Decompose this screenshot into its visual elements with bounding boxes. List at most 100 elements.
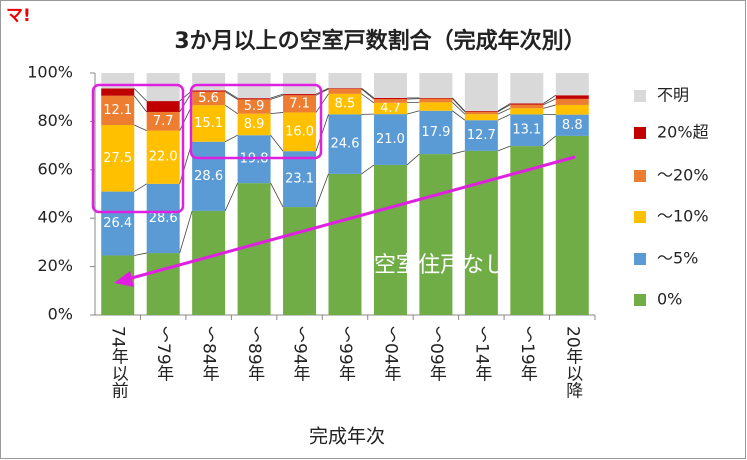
series-line xyxy=(134,124,147,131)
bar-segment xyxy=(146,101,180,112)
series-line xyxy=(452,101,466,115)
series-line xyxy=(497,107,511,115)
bar-segment xyxy=(192,210,226,315)
legend-label: ～10% xyxy=(657,207,709,226)
series-line xyxy=(224,90,238,99)
value-label: 23.1 xyxy=(285,172,314,187)
value-label: 27.5 xyxy=(103,151,132,166)
series-line xyxy=(497,145,511,152)
series-line xyxy=(315,88,329,96)
series-line xyxy=(361,88,375,100)
bar-segment xyxy=(419,102,453,111)
bar-segment xyxy=(328,93,362,115)
bar-segment xyxy=(464,111,498,115)
legend-label: ～20% xyxy=(657,166,709,185)
value-label: 13.1 xyxy=(512,123,541,138)
bar-segment xyxy=(555,135,589,315)
bar-segment xyxy=(101,191,135,256)
bar-segment xyxy=(555,95,589,99)
y-tick-label: 60% xyxy=(37,159,73,178)
bar-segment xyxy=(283,94,317,96)
x-tick-label: ～09年 xyxy=(426,326,447,382)
bar-segment xyxy=(283,207,317,315)
series-line xyxy=(315,114,329,152)
highlight-box xyxy=(189,83,323,160)
legend-swatch xyxy=(634,294,646,306)
x-tick-label: ～89年 xyxy=(244,326,265,382)
bar-segment xyxy=(373,99,407,103)
legend-label: 20%超 xyxy=(657,123,709,142)
bar-segment xyxy=(328,114,362,174)
bar-segment xyxy=(283,112,317,152)
series-line xyxy=(133,88,147,102)
bar-segment xyxy=(101,88,135,96)
annotation: 空室住戸なし xyxy=(374,253,506,278)
x-tick-label: ～04年 xyxy=(380,326,401,382)
x-tick-label: 74年以前 xyxy=(108,326,128,400)
series-line xyxy=(270,94,284,100)
series-line xyxy=(224,104,238,114)
bar-segment xyxy=(419,98,453,103)
value-label: 17.9 xyxy=(421,125,450,140)
bar-segment xyxy=(510,114,544,147)
value-label: 7.7 xyxy=(153,114,174,129)
y-tick-label: 20% xyxy=(37,256,73,275)
bar-segment xyxy=(419,97,453,99)
x-tick-label: ～99年 xyxy=(335,326,356,382)
series-line xyxy=(270,134,284,152)
bar-segment xyxy=(373,73,407,98)
series-line xyxy=(224,134,238,143)
legend-label: 不明 xyxy=(657,86,689,105)
bar-segment xyxy=(237,99,271,114)
series-line xyxy=(361,164,375,175)
bar-segment xyxy=(192,91,226,106)
bar-segment xyxy=(192,90,226,92)
bar-segment xyxy=(146,73,180,102)
bar-segment xyxy=(419,110,453,155)
legend-label: ～5% xyxy=(657,249,698,268)
y-tick-label: 80% xyxy=(37,111,73,130)
series-line xyxy=(361,87,375,99)
bar-segment xyxy=(328,88,362,94)
value-label: 16.0 xyxy=(285,124,314,139)
bar-segment xyxy=(328,88,362,89)
bar-segment xyxy=(328,173,362,315)
value-label: 15.1 xyxy=(194,116,223,131)
bar-segment xyxy=(192,73,226,91)
bar-segment xyxy=(237,113,271,136)
series-line xyxy=(270,182,284,208)
bar-segment xyxy=(510,73,544,104)
series-line xyxy=(497,103,511,112)
bar-segment xyxy=(419,154,453,315)
value-label: 7.1 xyxy=(289,96,310,111)
series-line xyxy=(133,95,147,113)
series-line xyxy=(224,182,238,212)
bar-segment xyxy=(283,73,317,95)
series-line xyxy=(543,104,556,109)
bar-segment xyxy=(192,105,226,142)
y-tick-label: 0% xyxy=(48,305,73,324)
series-line xyxy=(543,135,557,147)
bar-segment xyxy=(373,164,407,315)
legend-swatch xyxy=(634,90,646,102)
value-label: 4.7 xyxy=(380,101,401,116)
y-tick-label: 40% xyxy=(37,208,73,227)
bar-segment xyxy=(373,114,407,165)
arrow-line xyxy=(127,155,576,281)
bar-segment xyxy=(237,98,271,100)
chart-title: 3か月以上の空室戸数割合（完成年次別） xyxy=(174,28,585,54)
series-line xyxy=(543,94,556,104)
bar-segment xyxy=(510,103,544,105)
bar-segment xyxy=(464,150,498,315)
value-label: 12.7 xyxy=(467,128,496,143)
value-label: 5.9 xyxy=(244,99,265,114)
series-line xyxy=(134,252,147,256)
x-tick-label: ～14年 xyxy=(471,326,492,382)
bar-segment xyxy=(328,73,362,89)
x-tick-label: ～19年 xyxy=(517,326,538,382)
value-label: 26.4 xyxy=(103,216,132,231)
bar-segment xyxy=(146,183,180,254)
series-line xyxy=(224,91,238,100)
bar-segment xyxy=(555,73,589,96)
